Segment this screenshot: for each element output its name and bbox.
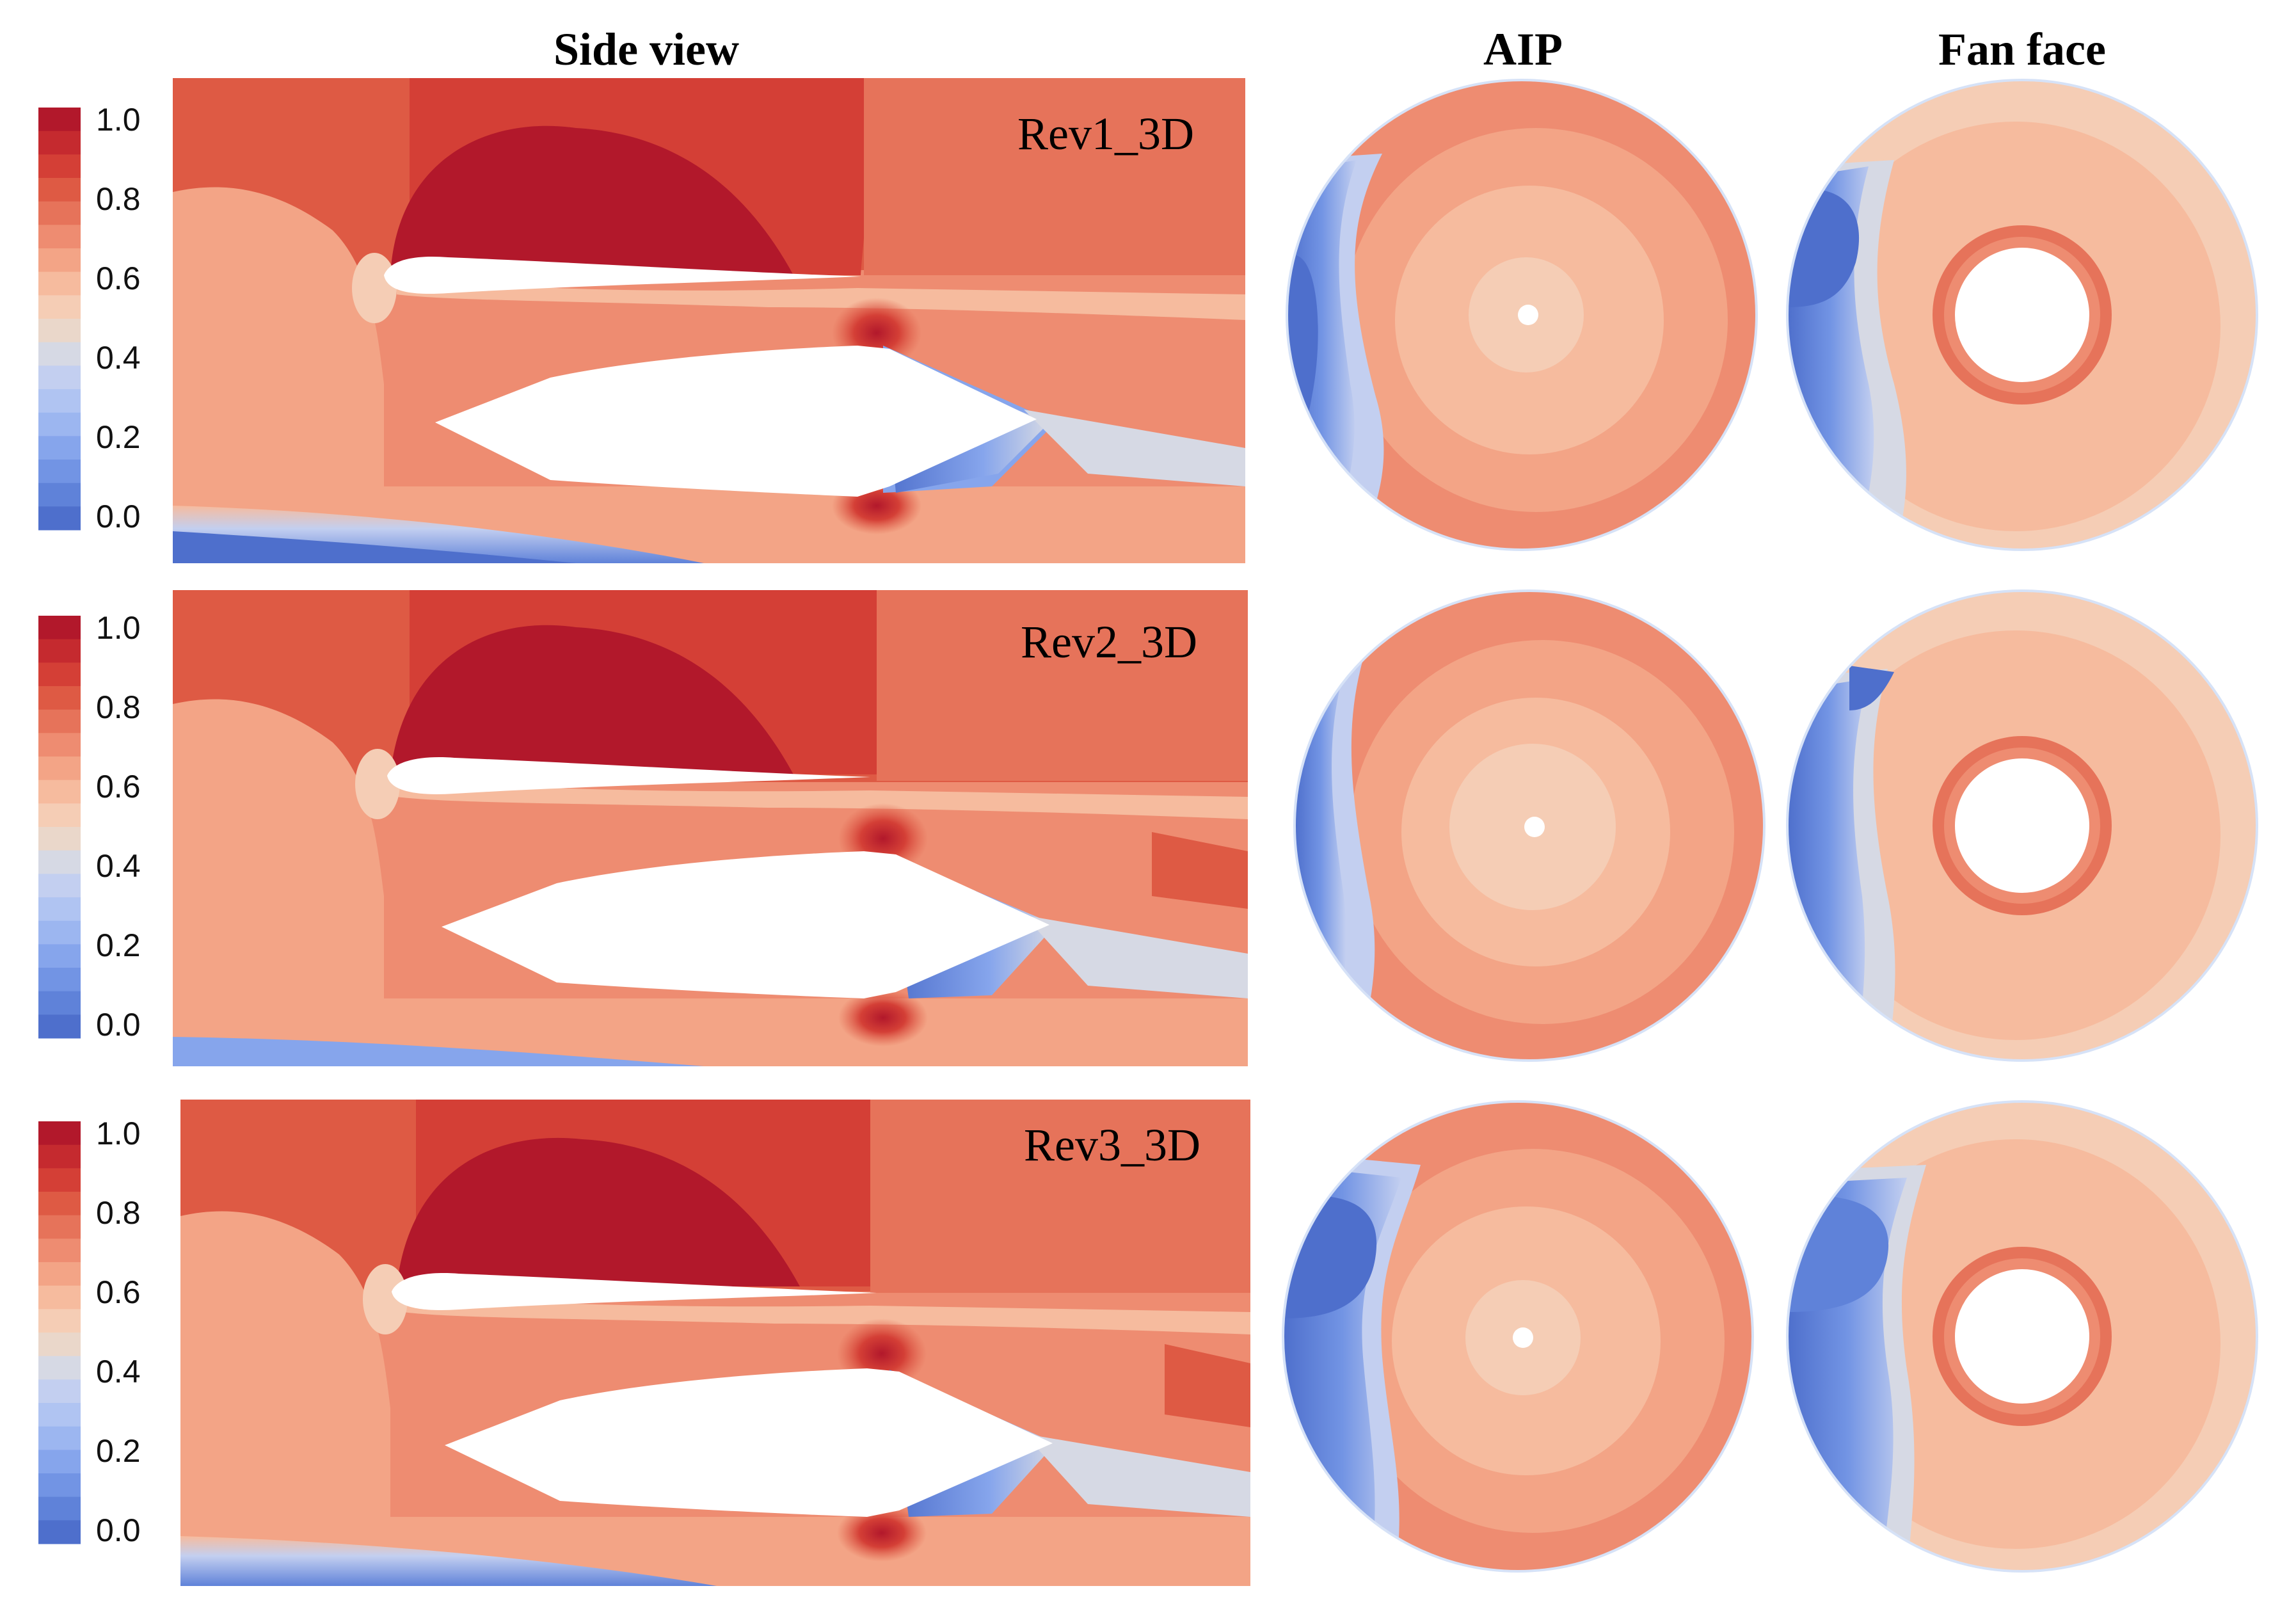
colorbar-tick-label: 0.4: [96, 340, 141, 376]
colorbar-level: [38, 1238, 81, 1263]
colorbar-level: [38, 827, 81, 851]
colorbar-level: [38, 780, 81, 804]
colorbar-level: [38, 850, 81, 874]
case-label-2: Rev2_3D: [1021, 616, 1197, 668]
colorbar-level: [38, 319, 81, 343]
colorbar-level: [38, 460, 81, 484]
colorbar-tick-label: 0.0: [96, 1007, 141, 1043]
fan-hub-3: [1955, 1269, 2089, 1404]
colorbar-level: [38, 616, 81, 640]
fan-hub-1: [1955, 248, 2089, 382]
case-label-1: Rev1_3D: [1017, 108, 1194, 159]
colorbar-level: [38, 178, 81, 202]
colorbar-level: [38, 1333, 81, 1357]
colorbar-level: [38, 1379, 81, 1404]
colorbar-tick-label: 1.0: [96, 610, 141, 646]
colorbar-tick-label: 0.4: [96, 848, 141, 884]
colorbar-level: [38, 709, 81, 733]
colorbar-level: [38, 1215, 81, 1239]
colorbar-level: [38, 803, 81, 828]
colorbar-level: [38, 248, 81, 273]
aip-hub-2: [1524, 817, 1545, 837]
colorbar-level: [38, 342, 81, 366]
colorbar-level: [38, 201, 81, 225]
colorbar-level: [38, 1285, 81, 1310]
colorbar-tick-label: 1.0: [96, 1116, 141, 1151]
colorbar-tick-label: 1.0: [96, 102, 141, 138]
colorbar-level: [38, 1192, 81, 1216]
colorbar-1: [38, 108, 81, 531]
colorbar-level: [38, 365, 81, 390]
colorbar-level: [38, 1403, 81, 1427]
colorbar-level: [38, 1121, 81, 1146]
side-view-panel-1: [173, 78, 1245, 563]
colorbar-tick-label: 0.6: [96, 769, 141, 805]
colorbar-level: [38, 1450, 81, 1474]
colorbar-tick-label: 0.8: [96, 689, 141, 725]
colorbar-level: [38, 991, 81, 1015]
column-title-aip: AIP: [1483, 24, 1563, 75]
colorbar-2: [38, 616, 81, 1039]
colorbar-level: [38, 271, 81, 296]
colorbar-tick-label: 0.0: [96, 1512, 141, 1548]
colorbar-tick-label: 0.6: [96, 260, 141, 296]
colorbar-level: [38, 757, 81, 781]
colorbar-level: [38, 944, 81, 968]
colorbar-level: [38, 483, 81, 507]
colorbar-level: [38, 295, 81, 319]
colorbar-3: [38, 1121, 81, 1544]
colorbar-tick-label: 0.0: [96, 499, 141, 534]
case-label-3: Rev3_3D: [1024, 1119, 1200, 1171]
colorbar-level: [38, 639, 81, 663]
colorbar-level: [38, 1144, 81, 1169]
colorbar-level: [38, 154, 81, 179]
colorbar-level: [38, 920, 81, 945]
colorbar-level: [38, 686, 81, 710]
colorbar-level: [38, 897, 81, 922]
colorbar-tick-label: 0.8: [96, 1195, 141, 1231]
colorbar-level: [38, 1520, 81, 1544]
aip-hub-1: [1518, 305, 1538, 325]
column-title-side-view: Side view: [553, 24, 739, 75]
colorbar-level: [38, 662, 81, 687]
disk-outlines: [1282, 79, 2258, 1573]
colorbar-tick-label: 0.2: [96, 419, 141, 455]
colorbar-tick-label: 0.2: [96, 927, 141, 963]
colorbar-tick-label: 0.8: [96, 181, 141, 217]
colorbar-level: [38, 1356, 81, 1380]
colorbar-tick-label: 0.6: [96, 1274, 141, 1310]
colorbar-level: [38, 1014, 81, 1039]
colorbar-level: [38, 225, 81, 249]
colorbar-level: [38, 108, 81, 132]
colorbar-level: [38, 874, 81, 898]
colorbar-level: [38, 436, 81, 460]
colorbar-level: [38, 412, 81, 437]
column-title-fan-face: Fan face: [1938, 24, 2106, 75]
colorbar-level: [38, 733, 81, 757]
colorbar-tick-label: 0.4: [96, 1354, 141, 1390]
aip-hub-3: [1513, 1327, 1533, 1348]
colorbar-level: [38, 1473, 81, 1498]
side-view-panel-3: [180, 1100, 1250, 1586]
colorbar-level: [38, 1496, 81, 1521]
colorbar-level: [38, 1168, 81, 1192]
colorbar-level: [38, 1426, 81, 1450]
side-view-panel-2: [173, 590, 1248, 1066]
colorbar-level: [38, 1309, 81, 1333]
colorbar-tick-label: 0.2: [96, 1433, 141, 1469]
colorbar-level: [38, 131, 81, 155]
colorbar-level: [38, 389, 81, 413]
colorbar-level: [38, 506, 81, 531]
colorbar-level: [38, 968, 81, 992]
colorbar-level: [38, 1262, 81, 1286]
fan-hub-2: [1955, 758, 2089, 893]
